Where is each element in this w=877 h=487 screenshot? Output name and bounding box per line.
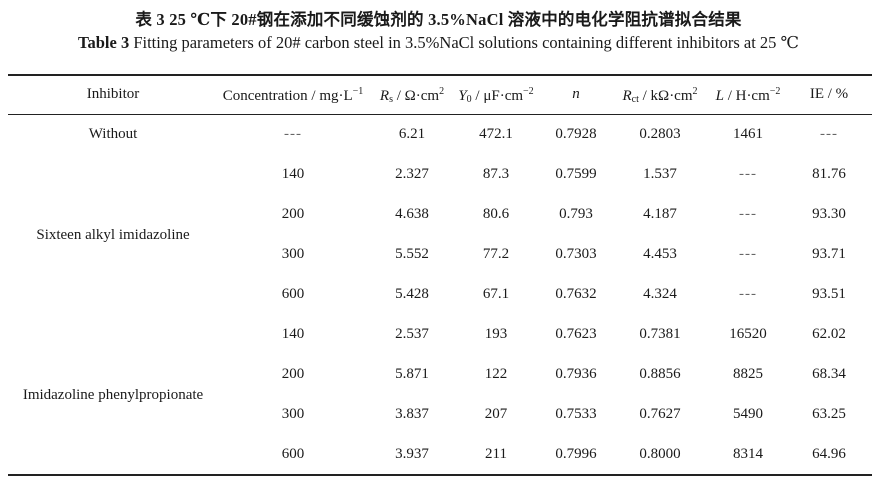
table-cell-ie: 62.02	[812, 326, 846, 342]
table-cell-conc: 300	[281, 406, 305, 422]
table-caption-text: Fitting parameters of 20# carbon steel i…	[133, 33, 799, 52]
table-cell-l: ---	[739, 246, 757, 262]
table-cell-rct: 0.7627	[639, 406, 681, 422]
table-cell-conc: ---	[284, 126, 302, 142]
table-label: Table 3	[78, 33, 130, 52]
table-cell-rs: 2.327	[395, 166, 429, 182]
table-cell-rs: 6.21	[398, 126, 426, 142]
table-cell-conc: 600	[281, 286, 305, 302]
table-cell-rct: 4.453	[643, 246, 677, 262]
table-cell-rs: 5.871	[395, 366, 429, 382]
table-cell-conc: 200	[281, 206, 305, 222]
header-l: L / H·cm−2	[715, 86, 781, 104]
table-cell-ie: ---	[820, 126, 838, 142]
table-cell-rs: 5.428	[395, 286, 429, 302]
table-cell-y0: 122	[484, 366, 508, 382]
table-cell-rct: 0.8856	[639, 366, 681, 382]
table-cell-rs: 4.638	[395, 206, 429, 222]
table-cell-ie: 63.25	[812, 406, 846, 422]
table-cell-y0: 67.1	[482, 286, 510, 302]
table-cell-conc: 140	[281, 166, 305, 182]
header-y0: Y0 / μF·cm−2	[458, 86, 534, 105]
header-inhibitor: Inhibitor	[86, 86, 140, 102]
header-ie: IE / %	[809, 86, 849, 102]
table-cell-l: 16520	[729, 326, 767, 342]
group-imidazoline-phenylpropionate: Imidazoline phenylpropionate	[22, 387, 204, 403]
header-rs: Rs / Ω·cm2	[379, 86, 445, 105]
table-cell-rs: 3.837	[395, 406, 429, 422]
table-cell-n: 0.7533	[555, 406, 597, 422]
table-cell-l: 8314	[733, 446, 763, 462]
table-cell-conc: 600	[281, 446, 305, 462]
group-sixteen-alkyl-imidazoline: Sixteen alkyl imidazoline	[36, 227, 190, 243]
table-cell-l: 1461	[733, 126, 763, 142]
table-cell-rct: 0.7381	[639, 326, 681, 342]
table-cell-rct: 4.187	[643, 206, 677, 222]
table-cell-n: 0.7928	[555, 126, 597, 142]
table-cell-y0: 193	[484, 326, 508, 342]
table-cell-n: 0.7623	[555, 326, 597, 342]
table-cell-rct: 0.8000	[639, 446, 681, 462]
table-cell-l: ---	[739, 286, 757, 302]
table-cell-rs: 5.552	[395, 246, 429, 262]
table-cell-n: 0.7996	[555, 446, 597, 462]
table-cell-rct: 4.324	[643, 286, 677, 302]
table-cell-y0: 87.3	[482, 166, 510, 182]
table-cell-ie: 68.34	[812, 366, 846, 382]
table-cell-y0: 211	[485, 446, 507, 462]
table-cell-rs: 2.537	[395, 326, 429, 342]
table-cell-n: 0.793	[559, 206, 593, 222]
table-cell-y0: 77.2	[482, 246, 510, 262]
table-cell-n: 0.7632	[555, 286, 597, 302]
header-concentration: Concentration / mg·L−1	[222, 86, 364, 104]
header-n: n	[572, 86, 580, 102]
table-cell-rct: 1.537	[643, 166, 677, 182]
table-cell-n: 0.7303	[555, 246, 597, 262]
top-rule	[8, 74, 872, 76]
table-cell-ie: 93.51	[812, 286, 846, 302]
table-cell-ie: 93.30	[812, 206, 846, 222]
table-cell-conc: 140	[281, 326, 305, 342]
table-cell-n: 0.7936	[555, 366, 597, 382]
table-cell-ie: 64.96	[812, 446, 846, 462]
table-cell-n: 0.7599	[555, 166, 597, 182]
header-rule	[8, 114, 872, 115]
table-cell-ie: 93.71	[812, 246, 846, 262]
table-caption-chinese: 表 3 25 ℃下 20#钢在添加不同缓蚀剂的 3.5%NaCl 溶液中的电化学…	[135, 10, 742, 29]
table-cell-ie: 81.76	[812, 166, 846, 182]
table-cell-l: 8825	[733, 366, 763, 382]
table-cell-l: ---	[739, 206, 757, 222]
table-cell-y0: 80.6	[482, 206, 510, 222]
table-cell-l: 5490	[733, 406, 763, 422]
table-cell-rct: 0.2803	[639, 126, 681, 142]
table-cell-y0: 472.1	[479, 126, 513, 142]
table-cell-l: ---	[739, 166, 757, 182]
header-rct: Rct / kΩ·cm2	[622, 86, 698, 105]
bottom-rule	[8, 474, 872, 476]
group-without: Without	[88, 126, 138, 142]
table-cell-y0: 207	[484, 406, 508, 422]
table-cell-conc: 200	[281, 366, 305, 382]
table-caption-english: Table 3 Fitting parameters of 20# carbon…	[0, 33, 877, 53]
table-cell-rs: 3.937	[395, 446, 429, 462]
table-cell-conc: 300	[281, 246, 305, 262]
